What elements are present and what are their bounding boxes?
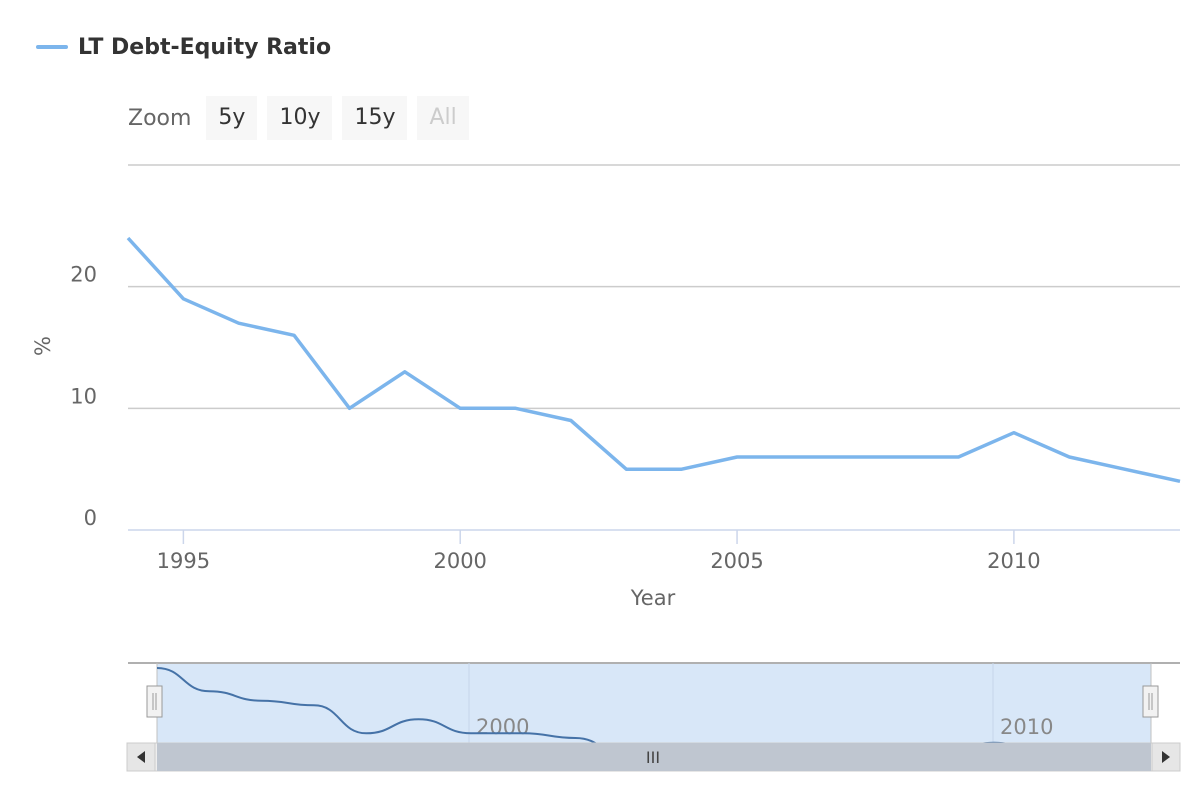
navigator-selected-range[interactable] xyxy=(157,663,1151,743)
data-point-1998[interactable] xyxy=(345,404,353,412)
x-tick-label-2: 2005 xyxy=(710,549,763,573)
x-tick-label-3: 2010 xyxy=(987,549,1040,573)
data-point-2009[interactable] xyxy=(955,453,963,461)
navigator-handle-right[interactable] xyxy=(1142,685,1159,718)
y-tick-label-2: 20 xyxy=(70,263,97,287)
data-point-1997[interactable] xyxy=(290,331,298,339)
zoom-10y-button[interactable]: 10y xyxy=(267,96,333,140)
zoom-all-button: All xyxy=(417,96,469,140)
navigator-label-2000: 2000 xyxy=(476,715,529,739)
data-point-1996[interactable] xyxy=(235,319,243,327)
scrollbar[interactable]: III xyxy=(126,742,1181,772)
data-point-2005[interactable] xyxy=(733,453,741,461)
legend[interactable]: LT Debt-Equity Ratio xyxy=(36,30,331,64)
data-point-2001[interactable] xyxy=(512,404,520,412)
data-point-2000[interactable] xyxy=(456,404,464,412)
data-point-2010[interactable] xyxy=(1010,429,1018,437)
data-point-2003[interactable] xyxy=(622,465,630,473)
y-tick-label-0: 0 xyxy=(84,506,97,530)
zoom-5y-button[interactable]: 5y xyxy=(206,96,258,140)
data-point-2008[interactable] xyxy=(899,453,907,461)
x-axis-title: Year xyxy=(630,586,676,610)
data-point-1999[interactable] xyxy=(401,368,409,376)
data-point-2012[interactable] xyxy=(1121,465,1129,473)
navigator-label-2010: 2010 xyxy=(1000,715,1053,739)
series-line[interactable] xyxy=(126,236,1181,484)
plot-area xyxy=(124,234,1184,485)
scroll-right-button[interactable] xyxy=(1151,742,1181,772)
data-point-2007[interactable] xyxy=(844,453,852,461)
scrollbar-grip: III xyxy=(646,748,660,767)
y-axis-title: % xyxy=(31,336,55,356)
data-point-2004[interactable] xyxy=(678,465,686,473)
zoom-label: Zoom xyxy=(128,105,192,131)
data-point-2013[interactable] xyxy=(1176,477,1184,485)
scroll-right-arrow-icon xyxy=(1162,751,1170,763)
legend-label: LT Debt-Equity Ratio xyxy=(78,34,332,60)
zoom-15y-button[interactable]: 15y xyxy=(342,96,408,140)
zoom-bar: Zoom 5y 10y 15y All xyxy=(128,96,479,140)
x-tick-label-0: 1995 xyxy=(157,549,210,573)
scroll-left-arrow-icon xyxy=(137,751,145,763)
axes: % Year 0 10 20 1995 2000 2005 2010 xyxy=(31,263,1180,610)
data-point-2011[interactable] xyxy=(1065,453,1073,461)
scrollbar-thumb[interactable] xyxy=(157,743,1151,771)
data-point-2002[interactable] xyxy=(567,417,575,425)
navigator[interactable]: 2000 2010 xyxy=(128,662,1180,763)
data-point-2006[interactable] xyxy=(788,453,796,461)
x-tick-label-1: 2000 xyxy=(433,549,486,573)
data-point-1995[interactable] xyxy=(179,295,187,303)
legend-line-swatch xyxy=(36,45,68,49)
navigator-handle-left[interactable] xyxy=(146,685,163,718)
data-point-1994[interactable] xyxy=(124,234,132,242)
grid-lines xyxy=(128,164,1180,410)
y-tick-label-1: 10 xyxy=(70,384,97,408)
